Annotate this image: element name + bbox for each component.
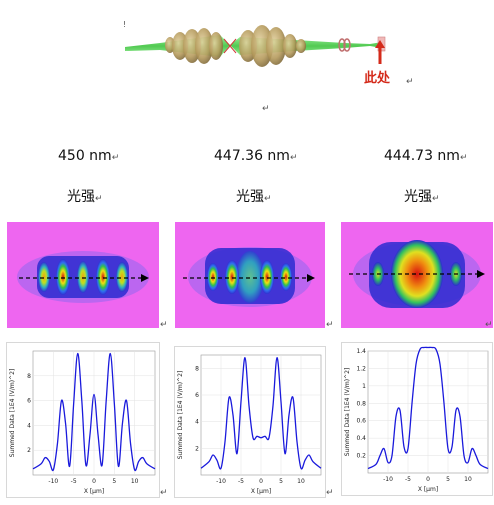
intensity-label: 光强↵ bbox=[67, 189, 103, 205]
paragraph-mark: ↵ bbox=[160, 488, 168, 498]
paragraph-mark: ↵ bbox=[485, 320, 493, 330]
chart-svg: -10 -5 0 5 10 0.2 0.4 0.6 0.8 1 1.2 1.4 X [µm] Summed… bbox=[344, 346, 489, 493]
intensity-profile-chart: -10 -5 0 5 10 0.2 0.4 0.6 0.8 1 1.2 1.4 X [µm] Summed… bbox=[341, 342, 493, 496]
y-tick-label: 1 bbox=[362, 383, 366, 390]
x-tick-label: 10 bbox=[297, 478, 305, 485]
x-tick-label: 0 bbox=[259, 478, 263, 485]
chart-svg: -10 -5 0 5 10 2 4 6 8 X [µm] Summed Data [1E4 (V/m… bbox=[177, 354, 322, 495]
series-line bbox=[200, 357, 322, 470]
x-axis-label: X [µm] bbox=[84, 488, 104, 495]
y-tick-label: 1.2 bbox=[356, 365, 366, 372]
y-tick-label: 1.4 bbox=[356, 348, 366, 355]
y-tick-label: 2 bbox=[27, 447, 31, 454]
y-axis-label: Summed Data [1E4 (V/m)^2] bbox=[9, 369, 16, 457]
intensity-profile-chart: -10 -5 0 5 10 2 4 6 8 X [µm] Summed Data [1E4 (V/m… bbox=[6, 342, 160, 498]
paragraph-mark: ↵ bbox=[262, 104, 270, 114]
y-tick-label: 0.8 bbox=[356, 400, 366, 407]
y-tick-label: 0.4 bbox=[356, 435, 366, 442]
x-tick-label: -10 bbox=[216, 478, 226, 485]
y-tick-label: 6 bbox=[195, 392, 199, 399]
y-axis-label: Summed Data [1E4 (V/m)^2] bbox=[344, 368, 351, 456]
wavelength-label: 447.36 nm↵ bbox=[214, 148, 298, 164]
series-line bbox=[32, 352, 156, 472]
x-tick-label: 5 bbox=[279, 478, 283, 485]
y-tick-label: 8 bbox=[27, 373, 31, 380]
x-tick-label: 5 bbox=[446, 476, 450, 483]
paragraph-mark: ↵ bbox=[326, 488, 334, 498]
optical-setup-figure bbox=[120, 15, 400, 95]
intensity-profile-chart: -10 -5 0 5 10 2 4 6 8 X [µm] Summed Data [1E4 (V/m… bbox=[174, 346, 326, 498]
marker-label: 此处 bbox=[364, 71, 391, 86]
field-intensity-map bbox=[175, 222, 325, 328]
y-tick-label: 6 bbox=[27, 398, 31, 405]
x-axis-label: X [µm] bbox=[418, 486, 438, 493]
y-tick-label: 4 bbox=[27, 422, 31, 429]
x-tick-label: 0 bbox=[92, 478, 96, 485]
y-tick-label: 8 bbox=[195, 365, 199, 372]
laser-lens-illustration bbox=[125, 25, 386, 67]
up-arrow-icon bbox=[375, 40, 385, 64]
y-axis-label: Summed Data [1E4 (V/m)^2] bbox=[177, 371, 184, 459]
y-tick-label: 0.2 bbox=[356, 453, 366, 460]
paragraph-mark: ↵ bbox=[160, 320, 168, 330]
x-tick-label: 0 bbox=[426, 476, 430, 483]
y-tick-label: 2 bbox=[195, 445, 199, 452]
paragraph-mark: ↵ bbox=[406, 77, 414, 87]
x-tick-label: -5 bbox=[405, 476, 411, 483]
field-intensity-map bbox=[341, 222, 493, 328]
x-tick-label: -10 bbox=[383, 476, 393, 483]
x-tick-label: 10 bbox=[131, 478, 139, 485]
x-tick-label: -5 bbox=[71, 478, 77, 485]
field-intensity-map bbox=[7, 222, 159, 328]
y-tick-label: 4 bbox=[195, 419, 199, 426]
chart-svg: -10 -5 0 5 10 2 4 6 8 X [µm] Summed Data [1E4 (V/m… bbox=[9, 350, 156, 495]
x-tick-label: -10 bbox=[48, 478, 58, 485]
x-tick-label: 10 bbox=[464, 476, 472, 483]
paragraph-mark: ↵ bbox=[326, 320, 334, 330]
small-mark: ! bbox=[123, 20, 127, 29]
series-line bbox=[367, 346, 489, 470]
x-axis-label: X [µm] bbox=[251, 488, 271, 495]
intensity-label: 光强↵ bbox=[236, 189, 272, 205]
x-tick-label: 5 bbox=[112, 478, 116, 485]
x-tick-label: -5 bbox=[238, 478, 244, 485]
wavelength-label: 450 nm↵ bbox=[58, 148, 120, 164]
intensity-label: 光强↵ bbox=[404, 189, 440, 205]
y-tick-label: 0.6 bbox=[356, 418, 366, 425]
wavelength-label: 444.73 nm↵ bbox=[384, 148, 468, 164]
